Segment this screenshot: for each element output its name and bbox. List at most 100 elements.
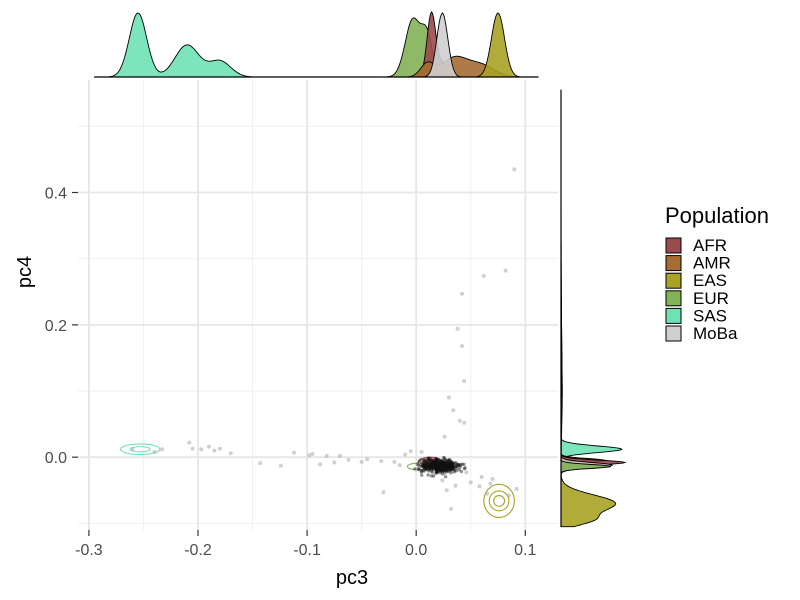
data-point [436, 463, 440, 468]
data-point [424, 466, 429, 470]
data-point [458, 465, 462, 469]
data-point [426, 462, 430, 466]
data-point [426, 462, 430, 466]
data-point [421, 465, 426, 469]
data-point [212, 448, 217, 453]
data-point [432, 462, 436, 466]
data-point [441, 461, 445, 465]
data-point [429, 464, 433, 468]
data-point [445, 465, 449, 469]
legend-title: Population [665, 203, 769, 228]
data-point [434, 466, 438, 471]
data-point [431, 463, 436, 468]
x-tick-label: -0.1 [293, 542, 321, 559]
data-point [447, 462, 451, 466]
data-point [445, 462, 449, 466]
data-point [441, 465, 445, 469]
data-point [436, 464, 440, 468]
data-point [217, 446, 222, 451]
data-point [438, 462, 442, 466]
data-point [278, 463, 283, 468]
data-point [431, 464, 435, 468]
data-point [449, 463, 454, 468]
data-point [425, 467, 429, 472]
data-point [379, 459, 384, 464]
data-point [448, 464, 452, 468]
data-point [441, 459, 446, 463]
data-point [422, 469, 426, 473]
data-point [452, 465, 457, 469]
data-point [206, 444, 211, 449]
data-point [431, 466, 436, 471]
data-point [449, 471, 453, 475]
data-point [426, 467, 430, 471]
data-point [444, 468, 448, 473]
legend-swatch-eur [665, 290, 682, 307]
data-point [442, 460, 446, 465]
data-point [130, 447, 135, 452]
data-point [438, 466, 443, 470]
data-point [431, 462, 435, 466]
data-point [450, 467, 454, 471]
data-point [152, 449, 157, 454]
data-point [442, 462, 446, 466]
data-point [447, 463, 451, 467]
data-point [425, 462, 430, 466]
data-point [437, 466, 441, 470]
data-point [434, 464, 439, 469]
data-point [438, 461, 443, 465]
data-point [438, 465, 443, 469]
data-point [446, 464, 450, 468]
data-point [160, 447, 164, 452]
data-point [422, 463, 426, 468]
data-point [436, 462, 440, 467]
data-point [292, 450, 296, 455]
data-point [435, 462, 439, 466]
data-point [337, 453, 342, 458]
data-point [324, 453, 329, 458]
data-point [429, 469, 434, 473]
contour-sas [129, 446, 151, 453]
data-point [444, 461, 448, 466]
data-point [433, 466, 437, 470]
data-point [392, 459, 397, 464]
data-point [455, 462, 460, 466]
data-point [430, 466, 435, 470]
data-point [506, 493, 511, 498]
data-point [435, 463, 439, 468]
data-point [443, 464, 448, 468]
data-point [441, 466, 445, 471]
data-point [436, 465, 441, 470]
data-point [451, 465, 455, 470]
data-point [448, 463, 453, 468]
data-point [435, 463, 440, 468]
data-point [435, 468, 439, 472]
data-point [503, 268, 508, 273]
data-point [417, 467, 421, 472]
data-point [430, 470, 435, 474]
data-point [512, 167, 517, 172]
data-point [448, 467, 452, 472]
data-point [451, 462, 455, 467]
data-point [403, 452, 408, 457]
legend-swatch-eas [665, 272, 682, 289]
data-point [436, 470, 440, 474]
data-point [433, 459, 438, 464]
data-point [442, 463, 446, 467]
data-point [428, 463, 433, 468]
data-point [438, 463, 443, 467]
data-point [228, 451, 233, 456]
data-point [428, 464, 432, 468]
data-point [434, 460, 439, 464]
data-point [346, 457, 351, 462]
data-point [440, 464, 444, 468]
data-point [440, 461, 445, 465]
data-point [434, 468, 439, 472]
data-point [431, 474, 436, 478]
data-point [459, 463, 463, 467]
data-point [462, 466, 467, 471]
data-point [446, 459, 451, 464]
data-point [440, 465, 444, 470]
data-point [428, 458, 433, 463]
data-point [449, 466, 454, 470]
